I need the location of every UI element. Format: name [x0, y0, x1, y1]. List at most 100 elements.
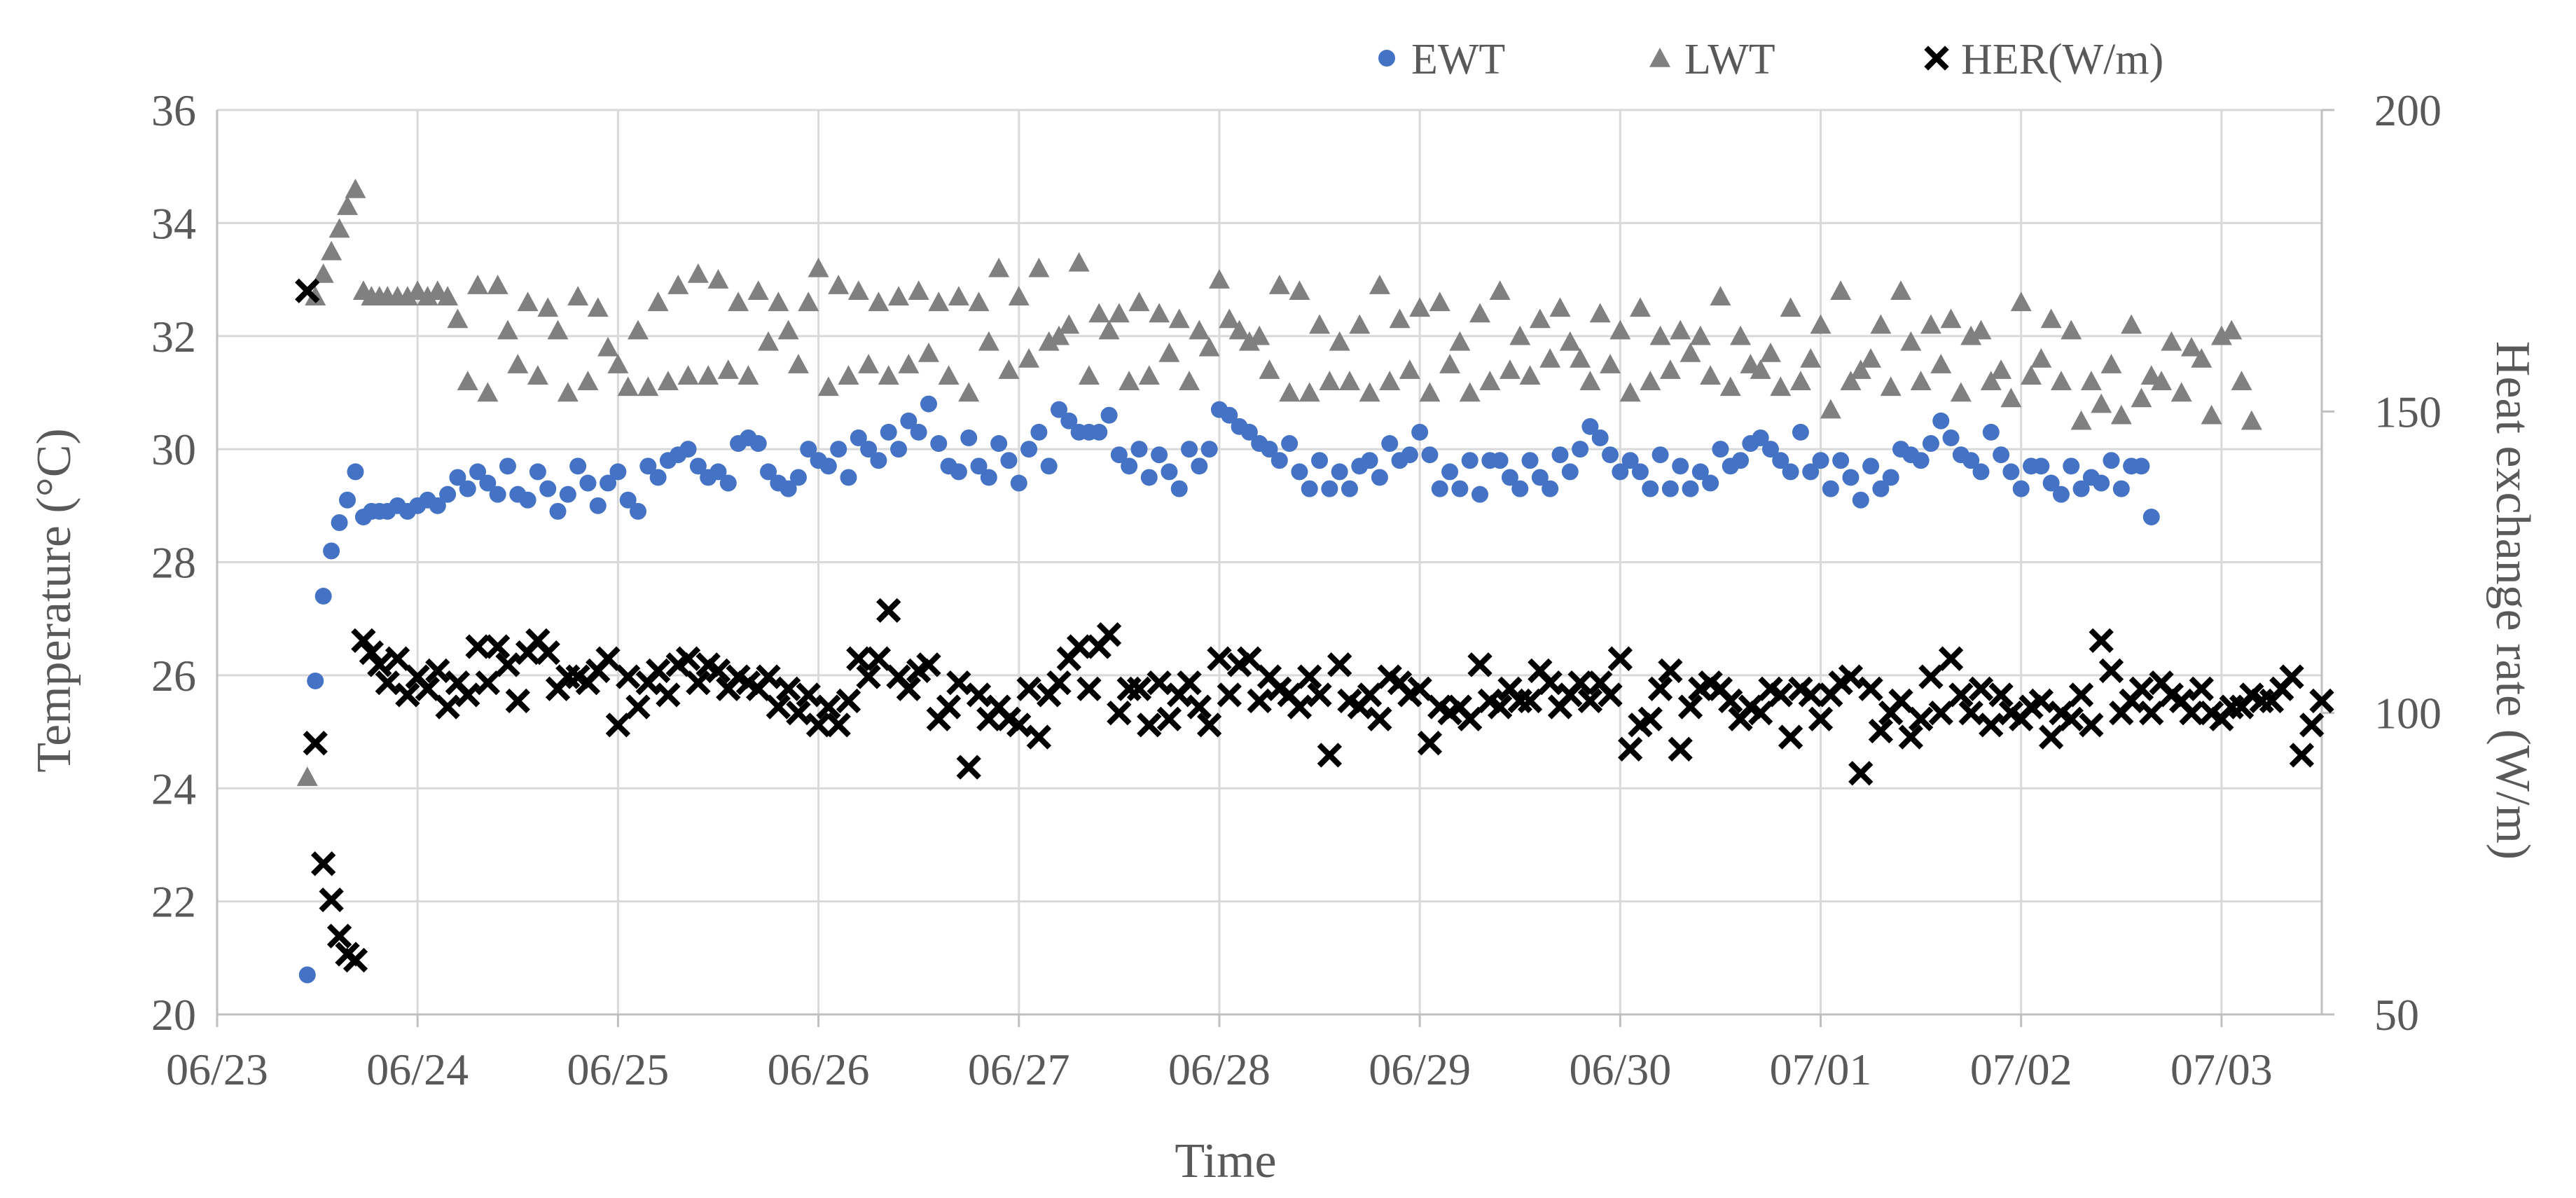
her-point — [1788, 676, 1813, 701]
lwt-point — [647, 291, 669, 312]
her-point — [1307, 682, 1332, 708]
ewt-point — [499, 457, 516, 475]
y2-tick-label: 200 — [2374, 85, 2442, 135]
ewt-point — [1802, 463, 1820, 481]
lwt-point — [1128, 291, 1150, 312]
lwt-point — [628, 319, 649, 340]
ewt-point — [800, 441, 817, 458]
ewt-point — [689, 457, 707, 475]
lwt-point — [1409, 297, 1431, 317]
her-point — [616, 664, 641, 689]
ewt-point — [1381, 435, 1399, 453]
ewt-point — [1521, 452, 1539, 469]
her-point — [415, 676, 441, 701]
ewt-point — [1291, 463, 1308, 481]
ewt-point — [890, 441, 908, 458]
ewt-point — [1161, 463, 1178, 481]
her-point — [1517, 688, 1543, 714]
ewt-point — [559, 486, 576, 503]
x-tick-label: 06/26 — [768, 1045, 870, 1094]
ewt-point — [1942, 429, 1960, 446]
lwt-point — [328, 218, 350, 238]
ewt-point — [1411, 423, 1429, 441]
ewt-point — [950, 463, 967, 481]
ewt-point — [1311, 452, 1329, 469]
lwt-point — [1469, 303, 1490, 323]
lwt-point — [296, 766, 318, 786]
lwt-point — [908, 280, 929, 300]
ewt-point — [298, 966, 316, 984]
ewt-point — [1702, 474, 1719, 492]
lwt-point — [1268, 275, 1290, 294]
her-point — [906, 658, 932, 684]
her-point — [1838, 664, 1864, 689]
ewt-point — [1761, 441, 1779, 458]
her-point — [395, 682, 420, 708]
her-point — [936, 694, 962, 720]
lwt-point — [1189, 319, 1210, 340]
lwt-point — [507, 354, 529, 373]
lwt-point — [1539, 348, 1561, 368]
lwt-point — [978, 331, 999, 351]
ewt-point — [307, 672, 324, 689]
lwt-point — [2161, 331, 2182, 351]
her-point — [1287, 694, 1313, 720]
ewt-point — [2042, 474, 2060, 492]
ewt-point — [619, 491, 637, 509]
y2-tick-label: 50 — [2374, 990, 2419, 1040]
lwt-point — [587, 297, 609, 317]
her-point — [2189, 676, 2214, 701]
x-tick-label: 07/01 — [1770, 1045, 1872, 1094]
her-point — [1658, 658, 1683, 684]
her-point — [2049, 701, 2074, 726]
her-series — [299, 282, 2334, 973]
ewt-point — [549, 502, 567, 520]
lwt-point — [1570, 348, 1591, 368]
her-point — [866, 646, 892, 671]
ewt-point — [1501, 469, 1518, 486]
x-tick-label: 06/23 — [166, 1045, 268, 1094]
her-point — [485, 634, 511, 659]
legend-marker — [1924, 46, 1949, 71]
her-point — [1417, 731, 1443, 756]
ewt-point — [331, 514, 348, 532]
ewt-point — [870, 452, 887, 469]
her-point — [2309, 688, 2334, 714]
lwt-point — [1940, 308, 1962, 329]
y2-tick-label: 150 — [2374, 387, 2442, 436]
her-point — [1668, 736, 1693, 762]
her-point — [805, 712, 831, 738]
lwt-point — [2110, 404, 2132, 425]
lwt-point — [1168, 308, 1190, 329]
ewt-point — [1561, 463, 1579, 481]
lwt-point — [1078, 365, 1100, 385]
lwt-point — [637, 376, 659, 397]
ewt-point — [840, 469, 857, 486]
ewt-point — [1341, 480, 1358, 497]
her-point — [1738, 694, 1764, 720]
lwt-point — [477, 382, 499, 402]
lwt-point — [1700, 365, 1722, 385]
her-point — [1357, 682, 1383, 708]
ewt-point — [1060, 412, 1078, 429]
her-point — [1026, 724, 1052, 750]
ewt-point — [1551, 446, 1569, 464]
her-point — [1567, 670, 1593, 696]
ewt-point — [1912, 452, 1930, 469]
ewt-point — [2072, 480, 2090, 497]
her-point — [455, 682, 480, 708]
her-point — [1898, 724, 1923, 750]
her-point — [1688, 676, 1713, 701]
her-point — [319, 887, 344, 913]
ewt-point — [449, 469, 466, 486]
lwt-point — [1179, 371, 1200, 391]
her-point — [665, 652, 691, 677]
lwt-point — [847, 280, 869, 300]
lwt-point — [1840, 371, 1862, 391]
ewt-point — [1932, 412, 1950, 429]
her-point — [2159, 682, 2184, 708]
lwt-point — [1149, 303, 1170, 323]
lwt-point — [988, 257, 1010, 277]
her-point — [2038, 724, 2064, 750]
ewt-point — [1962, 452, 1980, 469]
